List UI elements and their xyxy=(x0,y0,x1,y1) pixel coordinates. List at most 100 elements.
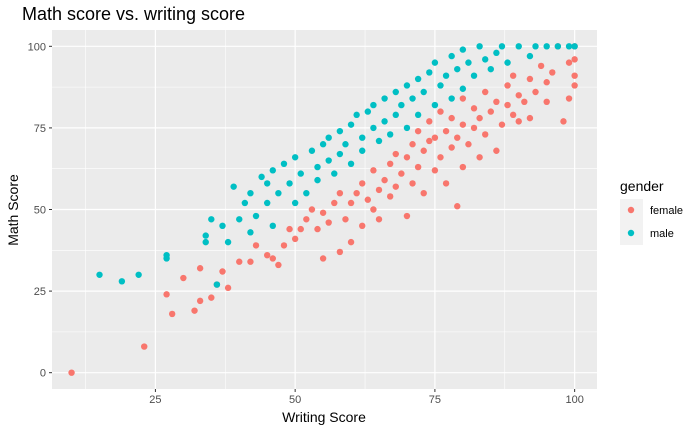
point-female xyxy=(398,170,405,177)
point-female xyxy=(476,154,483,161)
point-female xyxy=(325,219,332,226)
point-female xyxy=(375,216,383,223)
point-female xyxy=(437,154,444,161)
point-female xyxy=(180,274,187,282)
point-male xyxy=(487,65,494,73)
y-tick-labels: 0 25 50 75 100 xyxy=(28,41,52,380)
point-male xyxy=(347,121,355,128)
point-female xyxy=(353,189,360,197)
point-female xyxy=(275,261,282,269)
point-male xyxy=(325,157,332,164)
point-male xyxy=(442,72,450,79)
point-female xyxy=(543,79,550,86)
legend: gender female male xyxy=(620,178,683,245)
point-female xyxy=(219,268,226,275)
point-male xyxy=(409,95,416,102)
point-male xyxy=(493,49,500,57)
point-male xyxy=(370,124,377,132)
point-male xyxy=(386,131,394,138)
point-male xyxy=(291,199,299,207)
point-male xyxy=(202,238,209,246)
point-female xyxy=(247,258,254,265)
point-female xyxy=(163,291,170,298)
point-female xyxy=(571,82,578,89)
point-male xyxy=(314,163,321,171)
point-male xyxy=(163,251,170,259)
point-female xyxy=(442,180,450,187)
point-female xyxy=(482,88,489,96)
point-male xyxy=(392,111,399,119)
point-male xyxy=(504,59,511,66)
point-female xyxy=(141,343,148,350)
point-female xyxy=(571,72,578,79)
point-female xyxy=(459,163,467,171)
point-male xyxy=(403,82,411,89)
point-female xyxy=(297,225,304,233)
point-female xyxy=(414,127,422,135)
point-female xyxy=(437,108,444,115)
point-female xyxy=(359,222,366,230)
point-male xyxy=(359,147,366,154)
point-female xyxy=(537,62,545,70)
point-female xyxy=(431,167,439,174)
point-female xyxy=(403,154,411,161)
point-female xyxy=(465,141,472,148)
point-female xyxy=(442,127,450,135)
point-male xyxy=(325,134,332,141)
point-male xyxy=(118,278,126,285)
point-male xyxy=(280,160,288,168)
point-female xyxy=(403,212,411,220)
point-female xyxy=(347,238,355,246)
point-female xyxy=(392,183,399,190)
point-female xyxy=(571,56,578,63)
point-male xyxy=(543,43,550,50)
y-tick-label: 50 xyxy=(34,205,46,217)
point-female xyxy=(459,95,467,102)
point-female xyxy=(549,69,556,76)
point-male xyxy=(269,167,276,174)
point-male xyxy=(565,43,573,50)
point-female xyxy=(386,160,394,168)
grid-layer xyxy=(52,30,597,389)
points-layer xyxy=(68,43,578,376)
point-female xyxy=(487,108,494,115)
point-female xyxy=(493,147,500,154)
point-female xyxy=(224,284,232,292)
point-female xyxy=(319,255,327,262)
point-female xyxy=(331,199,338,207)
point-male xyxy=(470,72,478,79)
point-female xyxy=(347,199,355,207)
point-male xyxy=(269,222,276,230)
point-male xyxy=(431,59,439,66)
point-male xyxy=(554,43,562,50)
point-male xyxy=(426,69,433,76)
point-male xyxy=(498,43,506,50)
point-female xyxy=(303,216,310,223)
point-male xyxy=(331,170,338,177)
point-female xyxy=(191,307,198,314)
point-female xyxy=(509,111,517,119)
point-male xyxy=(230,183,237,190)
legend-key-female xyxy=(627,206,635,214)
point-female xyxy=(515,118,522,125)
point-female xyxy=(493,98,500,106)
chart-title: Math score vs. writing score xyxy=(22,4,245,24)
legend-label-female: female xyxy=(650,205,683,217)
point-female xyxy=(504,82,511,89)
point-female xyxy=(336,189,344,197)
point-male xyxy=(571,43,578,50)
point-male xyxy=(431,101,439,109)
point-female xyxy=(470,124,478,132)
point-male xyxy=(135,271,142,278)
point-male xyxy=(208,216,215,223)
point-male xyxy=(252,212,260,220)
point-female xyxy=(426,137,433,145)
point-female xyxy=(448,144,455,151)
point-male xyxy=(264,199,271,207)
point-female xyxy=(291,235,299,243)
x-tick-label: 25 xyxy=(149,394,161,406)
point-female xyxy=(308,206,316,213)
point-male xyxy=(308,147,316,154)
